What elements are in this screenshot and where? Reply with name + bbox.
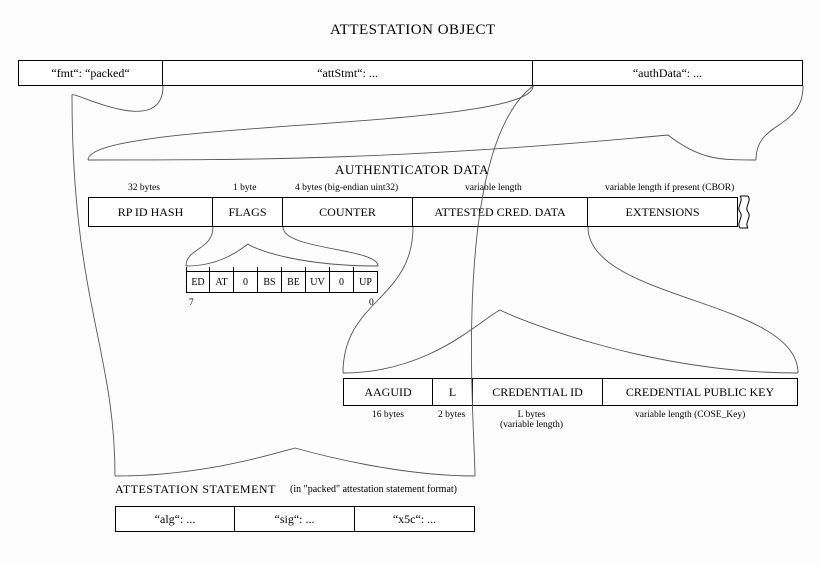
flag-bit-bs: BS — [258, 271, 282, 293]
flag-bit-up: UP — [354, 271, 378, 293]
cell-alg: “alg“: ... — [115, 506, 235, 532]
flag-bit-0: 0 — [330, 271, 354, 293]
label-ext: variable length if present (CBOR) — [605, 183, 734, 193]
label-acd: variable length — [465, 183, 522, 193]
label-l: 2 bytes — [438, 410, 465, 420]
label-aaguid: 16 bytes — [372, 410, 404, 420]
label-pubkey: variable length (COSE_Key) — [635, 410, 745, 420]
cell-x5c: “x5c“: ... — [355, 506, 475, 532]
cell-acd: ATTESTED CRED. DATA — [413, 197, 588, 227]
attstmt-title: ATTESTATION STATEMENT — [115, 482, 276, 497]
attstmt-subtitle: (in "packed" attestation statement forma… — [290, 484, 457, 495]
cell-l: L — [433, 378, 473, 406]
cell-aaguid: AAGUID — [343, 378, 433, 406]
cell-pubkey: CREDENTIAL PUBLIC KEY — [603, 378, 798, 406]
flag-bit-ed: ED — [186, 271, 210, 293]
flags-bit0-label: 0 — [369, 298, 374, 308]
acd-row: AAGUID L CREDENTIAL ID CREDENTIAL PUBLIC… — [343, 378, 798, 406]
cell-flags: FLAGS — [213, 197, 283, 227]
label-rpid: 32 bytes — [128, 183, 160, 193]
cell-ext: EXTENSIONS — [588, 197, 738, 227]
flag-bit-0: 0 — [234, 271, 258, 293]
cell-counter: COUNTER — [283, 197, 413, 227]
attstmt-row: “alg“: ... “sig“: ... “x5c“: ... — [115, 506, 475, 532]
authdata-row: RP ID HASH FLAGS COUNTER ATTESTED CRED. … — [88, 197, 756, 227]
flag-bit-uv: UV — [306, 271, 330, 293]
label-flags: 1 byte — [233, 183, 256, 193]
cell-sig: “sig“: ... — [235, 506, 355, 532]
cell-attstmt: “attStmt“: ... — [163, 60, 533, 86]
attestation-object-row: “fmt“: “packed“ “attStmt“: ... “authData… — [18, 60, 803, 86]
label-counter: 4 bytes (big-endian uint32) — [295, 183, 398, 193]
flags-bit7-label: 7 — [189, 298, 194, 308]
label-credid: L bytes (variable length) — [500, 410, 563, 430]
flag-bit-at: AT — [210, 271, 234, 293]
main-title: ATTESTATION OBJECT — [330, 22, 496, 39]
cell-authdata: “authData“: ... — [533, 60, 803, 86]
cell-credid: CREDENTIAL ID — [473, 378, 603, 406]
cell-rpid: RP ID HASH — [88, 197, 213, 227]
authdata-title: AUTHENTICATOR DATA — [335, 162, 489, 178]
flag-bit-be: BE — [282, 271, 306, 293]
flags-bits-row: EDAT0BSBEUV0UP — [186, 271, 378, 293]
cell-fmt: “fmt“: “packed“ — [18, 60, 163, 86]
